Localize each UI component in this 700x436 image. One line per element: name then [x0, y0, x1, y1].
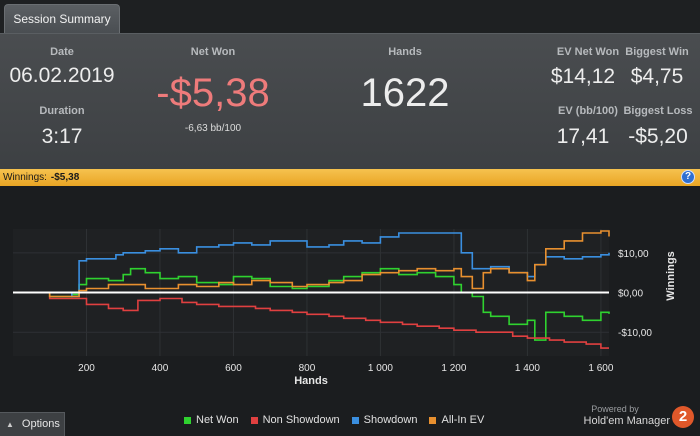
x-tick-label: 1 000 — [368, 363, 393, 374]
hands-label: Hands — [388, 46, 422, 58]
powered-by: Powered by Hold'em Manager — [560, 404, 670, 427]
net-won-value: -$5,38 — [156, 71, 270, 115]
winnings-chart: 200 400 600 800 1 000 1 200 1 400 1 600 $10,00 $… — [13, 229, 677, 387]
x-tick-label: 1 600 — [588, 363, 613, 374]
chart-legend: Net Won Non Showdown Showdown All-In EV — [184, 414, 484, 426]
winnings-value: -$5,38 — [50, 172, 80, 183]
date-value: 06.02.2019 — [9, 64, 115, 87]
ev-bb-value: 17,41 — [556, 125, 610, 148]
biggest-loss-value: -$5,20 — [628, 125, 688, 148]
y-tick-label: -$10,00 — [618, 328, 652, 339]
ev-bb-label: EV (bb/100) — [558, 105, 618, 117]
legend-item[interactable]: Showdown — [351, 414, 418, 426]
caret-up-icon: ▲ — [6, 420, 14, 429]
legend-swatch — [351, 416, 359, 424]
legend-label: Net Won — [196, 414, 239, 426]
hands-value: 1622 — [360, 71, 450, 115]
legend-item[interactable]: Non Showdown — [250, 414, 340, 426]
ev-net-won-value: $14,12 — [550, 65, 616, 88]
tab-session-summary[interactable]: Session Summary — [4, 4, 120, 33]
series-line-all-in-ev — [13, 230, 610, 298]
legend-swatch — [250, 416, 258, 424]
x-tick-label: 200 — [78, 363, 95, 374]
session-summary-panel: Date 06.02.2019 Duration 3:17 Net Won -$… — [0, 33, 700, 169]
ev-net-won-label: EV Net Won — [556, 46, 620, 58]
brand-name: Hold'em Manager — [583, 415, 670, 427]
help-icon[interactable]: ? — [681, 170, 695, 184]
biggest-win-value: $4,75 — [630, 65, 684, 88]
series-line-non-showdown — [13, 291, 609, 349]
legend-item[interactable]: Net Won — [184, 414, 239, 426]
winnings-label: Winnings: — [3, 172, 47, 183]
powered-by-label: Powered by — [591, 404, 639, 414]
options-label: Options — [21, 418, 60, 430]
hm2-logo-icon: 2 — [672, 406, 694, 428]
x-tick-label: 1 200 — [441, 363, 466, 374]
y-tick-label: $10,00 — [618, 249, 649, 260]
y-axis-label: Winnings — [665, 251, 677, 300]
legend-item[interactable]: All-In EV — [429, 414, 484, 426]
options-button[interactable]: ▲ Options — [0, 412, 65, 436]
legend-swatch — [184, 416, 191, 424]
x-axis-label: Hands — [294, 375, 328, 387]
x-tick-label: 600 — [225, 363, 242, 374]
net-won-bb-value: -6,63 bb/100 — [184, 123, 242, 134]
biggest-loss-label: Biggest Loss — [623, 105, 693, 117]
net-won-label: Net Won — [190, 46, 236, 58]
winnings-chart-area: 200 400 600 800 1 000 1 200 1 400 1 600 $10,00 $… — [0, 186, 700, 401]
tab-bar: Session Summary — [0, 0, 700, 33]
x-tick-label: 400 — [152, 363, 169, 374]
biggest-win-label: Biggest Win — [625, 46, 689, 58]
legend-swatch — [429, 416, 437, 424]
duration-label: Duration — [39, 105, 85, 117]
legend-label: All-In EV — [441, 414, 485, 426]
duration-value: 3:17 — [41, 125, 83, 148]
x-tick-label: 800 — [299, 363, 316, 374]
y-tick-label: $0,00 — [618, 289, 643, 300]
date-label: Date — [50, 46, 74, 58]
winnings-bar: Winnings: -$5,38 ? — [0, 169, 700, 186]
legend-label: Non Showdown — [262, 414, 340, 426]
legend-label: Showdown — [363, 414, 418, 426]
x-tick-label: 1 400 — [515, 363, 540, 374]
